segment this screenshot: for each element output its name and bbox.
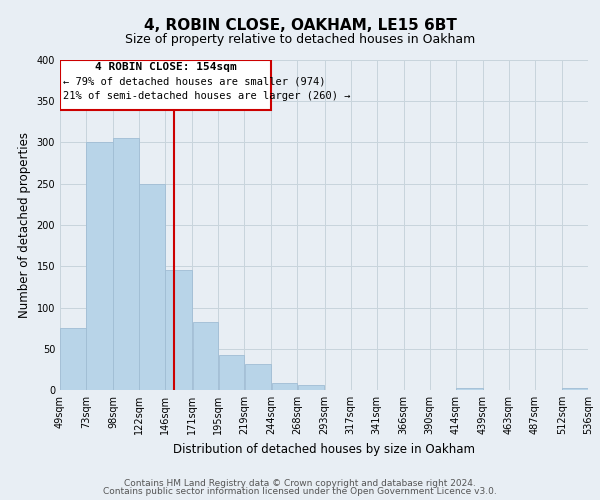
Text: 21% of semi-detached houses are larger (260) →: 21% of semi-detached houses are larger (… <box>63 90 351 101</box>
Bar <box>562 388 588 390</box>
Bar <box>456 388 482 390</box>
Bar <box>60 328 86 390</box>
Bar <box>298 385 324 390</box>
Bar <box>193 322 218 390</box>
Text: Contains public sector information licensed under the Open Government Licence v3: Contains public sector information licen… <box>103 487 497 496</box>
FancyBboxPatch shape <box>60 60 271 110</box>
Bar <box>218 354 244 390</box>
Y-axis label: Number of detached properties: Number of detached properties <box>18 132 31 318</box>
Bar <box>166 270 192 390</box>
Bar <box>272 384 297 390</box>
Text: Size of property relative to detached houses in Oakham: Size of property relative to detached ho… <box>125 32 475 46</box>
Bar <box>139 184 165 390</box>
Bar <box>113 138 139 390</box>
Bar <box>245 364 271 390</box>
Text: ← 79% of detached houses are smaller (974): ← 79% of detached houses are smaller (97… <box>63 76 326 86</box>
Text: 4, ROBIN CLOSE, OAKHAM, LE15 6BT: 4, ROBIN CLOSE, OAKHAM, LE15 6BT <box>143 18 457 32</box>
X-axis label: Distribution of detached houses by size in Oakham: Distribution of detached houses by size … <box>173 442 475 456</box>
Text: 4 ROBIN CLOSE: 154sqm: 4 ROBIN CLOSE: 154sqm <box>95 62 236 72</box>
Bar <box>86 142 113 390</box>
Text: Contains HM Land Registry data © Crown copyright and database right 2024.: Contains HM Land Registry data © Crown c… <box>124 478 476 488</box>
